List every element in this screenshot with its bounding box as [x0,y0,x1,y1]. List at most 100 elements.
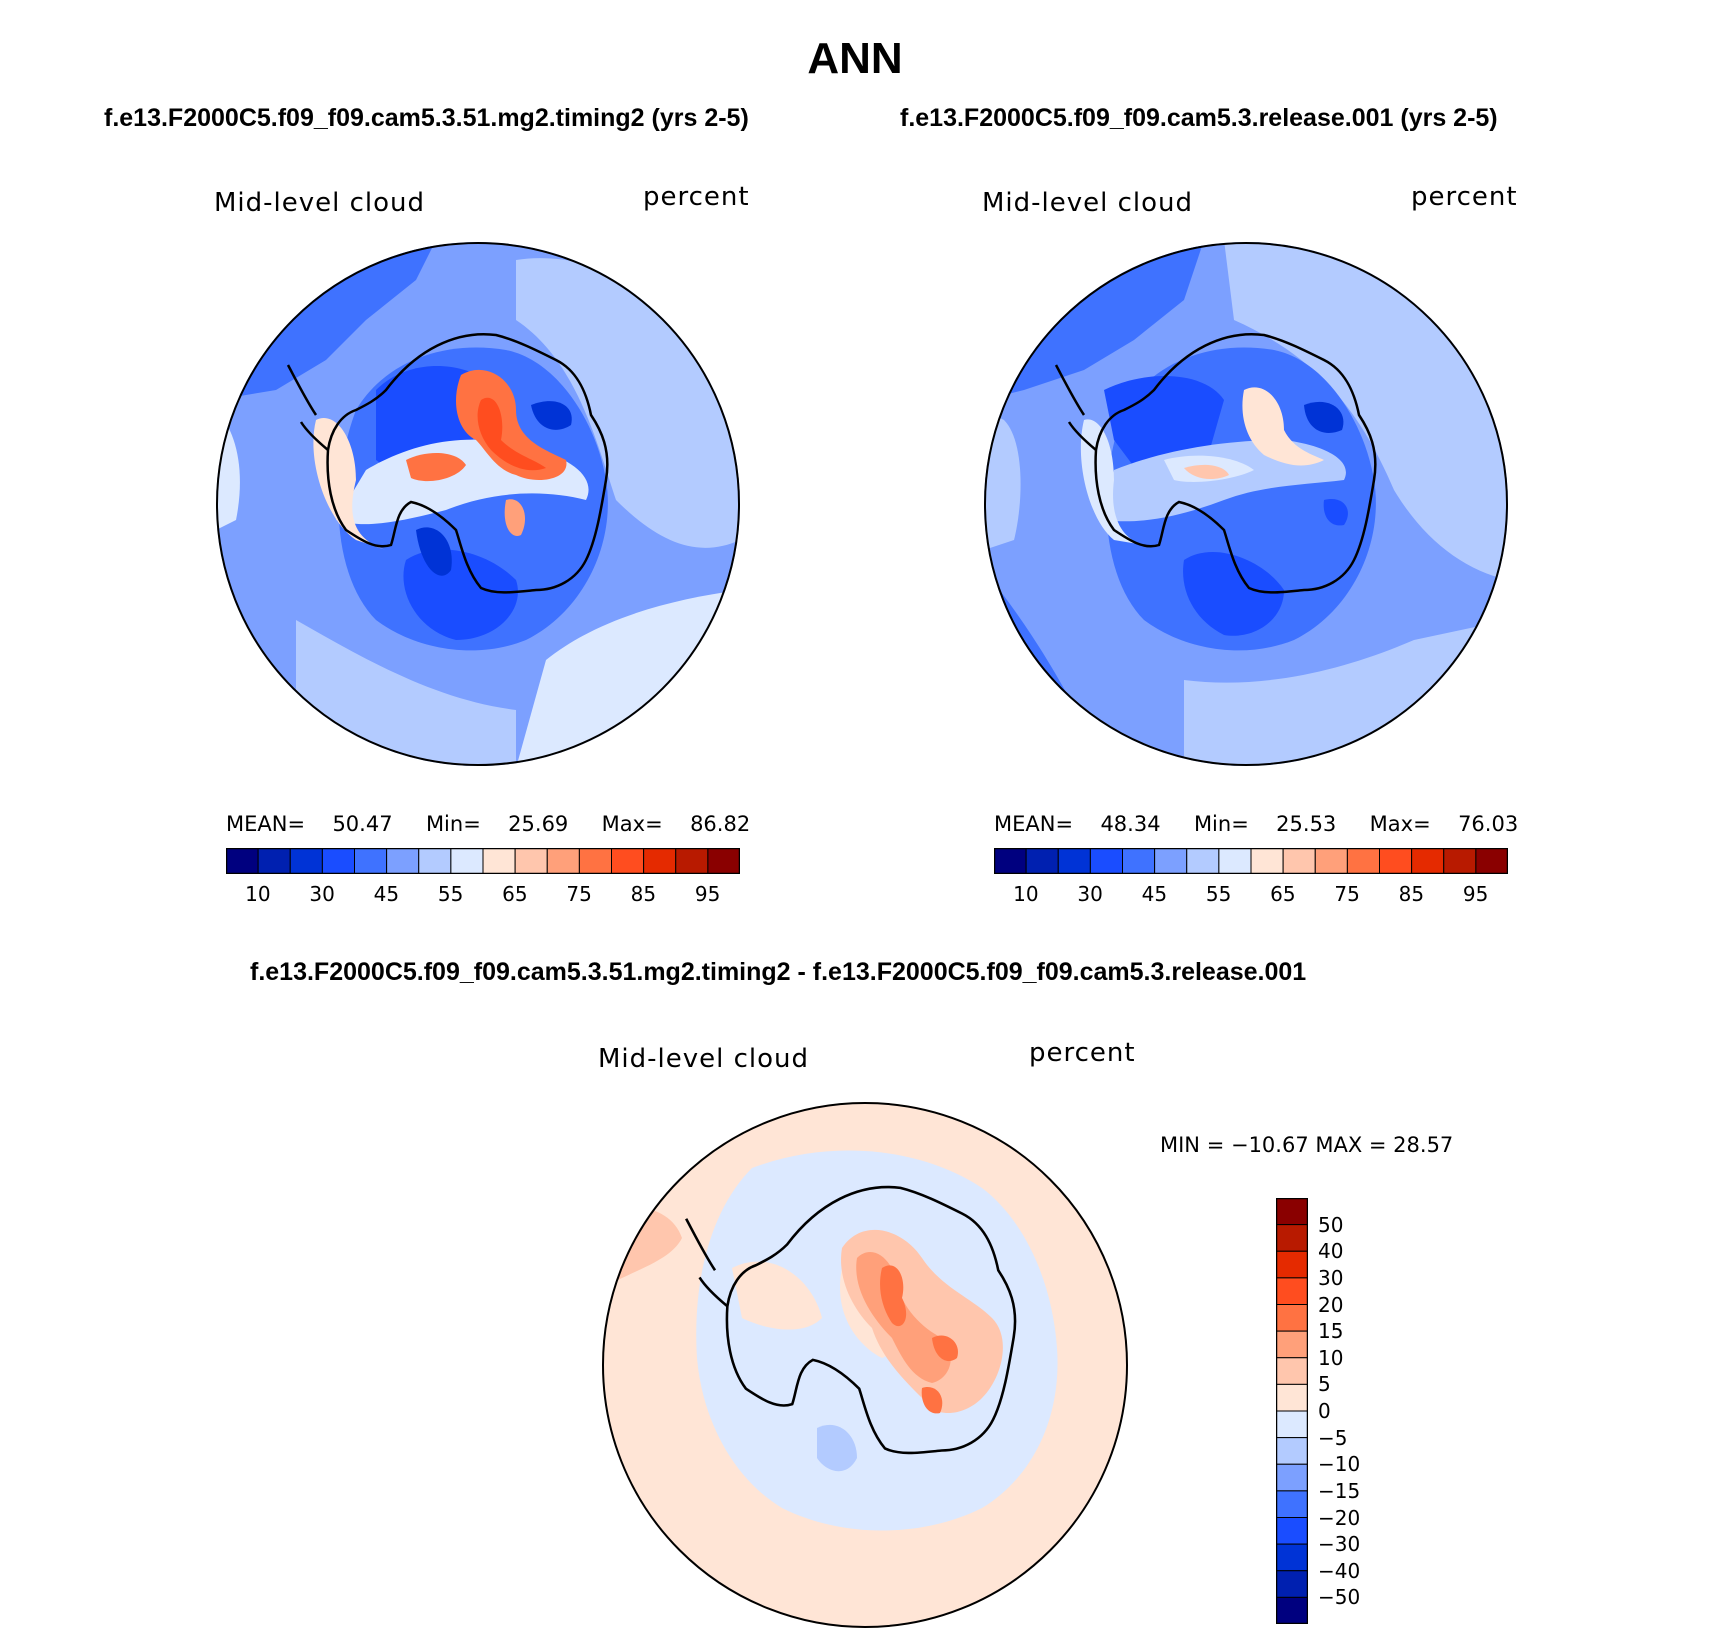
panel2-colorbar-tick-label: 10 [1013,882,1039,906]
panel2-colorbar-box [1154,848,1188,874]
panel2-case-title: f.e13.F2000C5.f09_f09.cam5.3.release.001… [900,104,1498,132]
diff-colorbar-tick-label: −40 [1318,1558,1361,1583]
panel2-colorbar-box [1186,848,1220,874]
panel2-max-value: 76.03 [1458,812,1519,836]
diff-polar-map [602,1102,1128,1628]
diff-colorbar-box [1276,1570,1308,1598]
diff-units-label: percent [1029,1038,1136,1068]
diff-colorbar-tick-label: −30 [1318,1532,1361,1557]
panel2-colorbar-box [1346,848,1380,874]
panel2-colorbar-tick-label: 75 [1334,882,1360,906]
panel1-colorbar-box [289,848,323,874]
panel2-colorbar-box [1282,848,1316,874]
panel2-colorbar-box [1411,848,1445,874]
panel1-colorbar-tick-label: 95 [694,882,721,906]
panel1-stats: MEAN= 50.47 Min= 25.69 Max= 86.82 [226,812,750,836]
diff-colorbar-box [1276,1383,1308,1412]
panel2-colorbar-tick-label: 95 [1462,882,1489,906]
panel2-colorbar-box [1089,848,1123,874]
panel2-min-value: 25.53 [1276,812,1337,836]
panel1-colorbar-box [707,848,740,874]
diff-colorbar-box [1276,1596,1308,1624]
diff-colorbar-box [1276,1517,1308,1545]
panel2-stats: MEAN= 48.34 Min= 25.53 Max= 76.03 [994,812,1518,836]
diff-colorbar-box [1276,1357,1308,1385]
panel2-colorbar-tick-label: 30 [1077,882,1103,906]
panel1-colorbar [226,848,740,874]
panel1-colorbar-box [514,848,548,874]
diff-variable-label: Mid-level cloud [598,1044,810,1074]
diff-colorbar-tick-label: −20 [1318,1505,1361,1530]
panel2-min-label: Min= [1193,812,1249,836]
figure-title: ANN [807,34,903,83]
diff-colorbar-tick-label: 20 [1318,1292,1344,1317]
diff-colorbar-tick-label: 10 [1318,1345,1344,1370]
diff-colorbar-tick-label: 5 [1318,1372,1331,1397]
diff-colorbar-tick-label: −5 [1318,1425,1348,1450]
panel1-min-label: Min= [425,812,481,836]
panel1-min-value: 25.69 [508,812,569,836]
panel1-colorbar-tick-label: 45 [373,882,400,906]
panel2-variable-label: Mid-level cloud [982,188,1194,218]
panel1-colorbar-tick-label: 75 [566,882,592,906]
diff-colorbar-tick-label: −15 [1318,1478,1361,1503]
panel1-mean-label: MEAN= [226,812,306,836]
panel1-colorbar-tick-label: 65 [502,882,528,906]
diff-case-title: f.e13.F2000C5.f09_f09.cam5.3.51.mg2.timi… [250,958,1307,986]
diff-colorbar-tick-label: 0 [1318,1399,1331,1423]
diff-colorbar-tick-label: 15 [1318,1319,1344,1344]
diff-colorbar-box [1276,1490,1308,1518]
diff-colorbar-box [1276,1304,1308,1332]
diff-colorbar-box [1276,1543,1308,1572]
panel2-colorbar-tick-label: 55 [1205,882,1232,906]
panel1-colorbar-tick-label: 85 [630,882,657,906]
diff-colorbar-box [1276,1224,1308,1252]
panel1-colorbar-tick-label: 55 [437,882,464,906]
panel2-colorbar-tick-label: 65 [1270,882,1296,906]
panel1-colorbar-box [257,848,291,874]
panel1-max-value: 86.82 [690,812,751,836]
panel2-colorbar-tick-label: 45 [1141,882,1168,906]
diff-colorbar-box [1276,1330,1308,1359]
panel2-colorbar-box [1025,848,1059,874]
diff-colorbar-box [1276,1198,1308,1226]
panel2-colorbar-box [1057,848,1091,874]
panel1-mean-value: 50.47 [332,812,393,836]
panel1-colorbar-box [321,848,355,874]
panel2-colorbar-box [1379,848,1413,874]
panel2-colorbar-box [1475,848,1508,874]
diff-colorbar-box [1276,1463,1308,1492]
diff-colorbar-box [1276,1437,1308,1465]
panel2-colorbar [994,848,1508,874]
diff-colorbar [1276,1198,1308,1624]
panel1-colorbar-box [643,848,677,874]
diff-colorbar-tick-label: 30 [1318,1265,1344,1290]
panel2-mean-value: 48.34 [1100,812,1161,836]
panel2-max-label: Max= [1369,812,1431,836]
panel2-colorbar-box [1122,848,1156,874]
panel1-case-title: f.e13.F2000C5.f09_f09.cam5.3.51.mg2.timi… [104,104,749,132]
panel1-colorbar-box [226,848,259,874]
panel2-polar-map [984,242,1508,766]
panel2-colorbar-box [1218,848,1252,874]
panel2-units-label: percent [1411,182,1518,212]
panel1-colorbar-box [450,848,484,874]
panel2-colorbar-box [1314,848,1348,874]
panel1-colorbar-box [482,848,516,874]
panel1-colorbar-box [611,848,645,874]
panel1-colorbar-box [354,848,388,874]
diff-colorbar-tick-label: 50 [1318,1212,1344,1237]
diff-colorbar-box [1276,1410,1308,1439]
panel1-colorbar-box [418,848,452,874]
diff-colorbar-tick-label: 40 [1318,1239,1344,1264]
panel1-colorbar-tick-label: 30 [309,882,335,906]
panel1-colorbar-box [675,848,709,874]
panel2-mean-label: MEAN= [994,812,1074,836]
panel2-colorbar-box [994,848,1027,874]
panel1-variable-label: Mid-level cloud [214,188,426,218]
diff-colorbar-tick-label: −50 [1318,1585,1361,1610]
panel1-max-label: Max= [601,812,663,836]
panel1-colorbar-box [386,848,420,874]
diff-colorbar-tick-label: −10 [1318,1452,1361,1477]
panel1-polar-map [216,242,740,766]
